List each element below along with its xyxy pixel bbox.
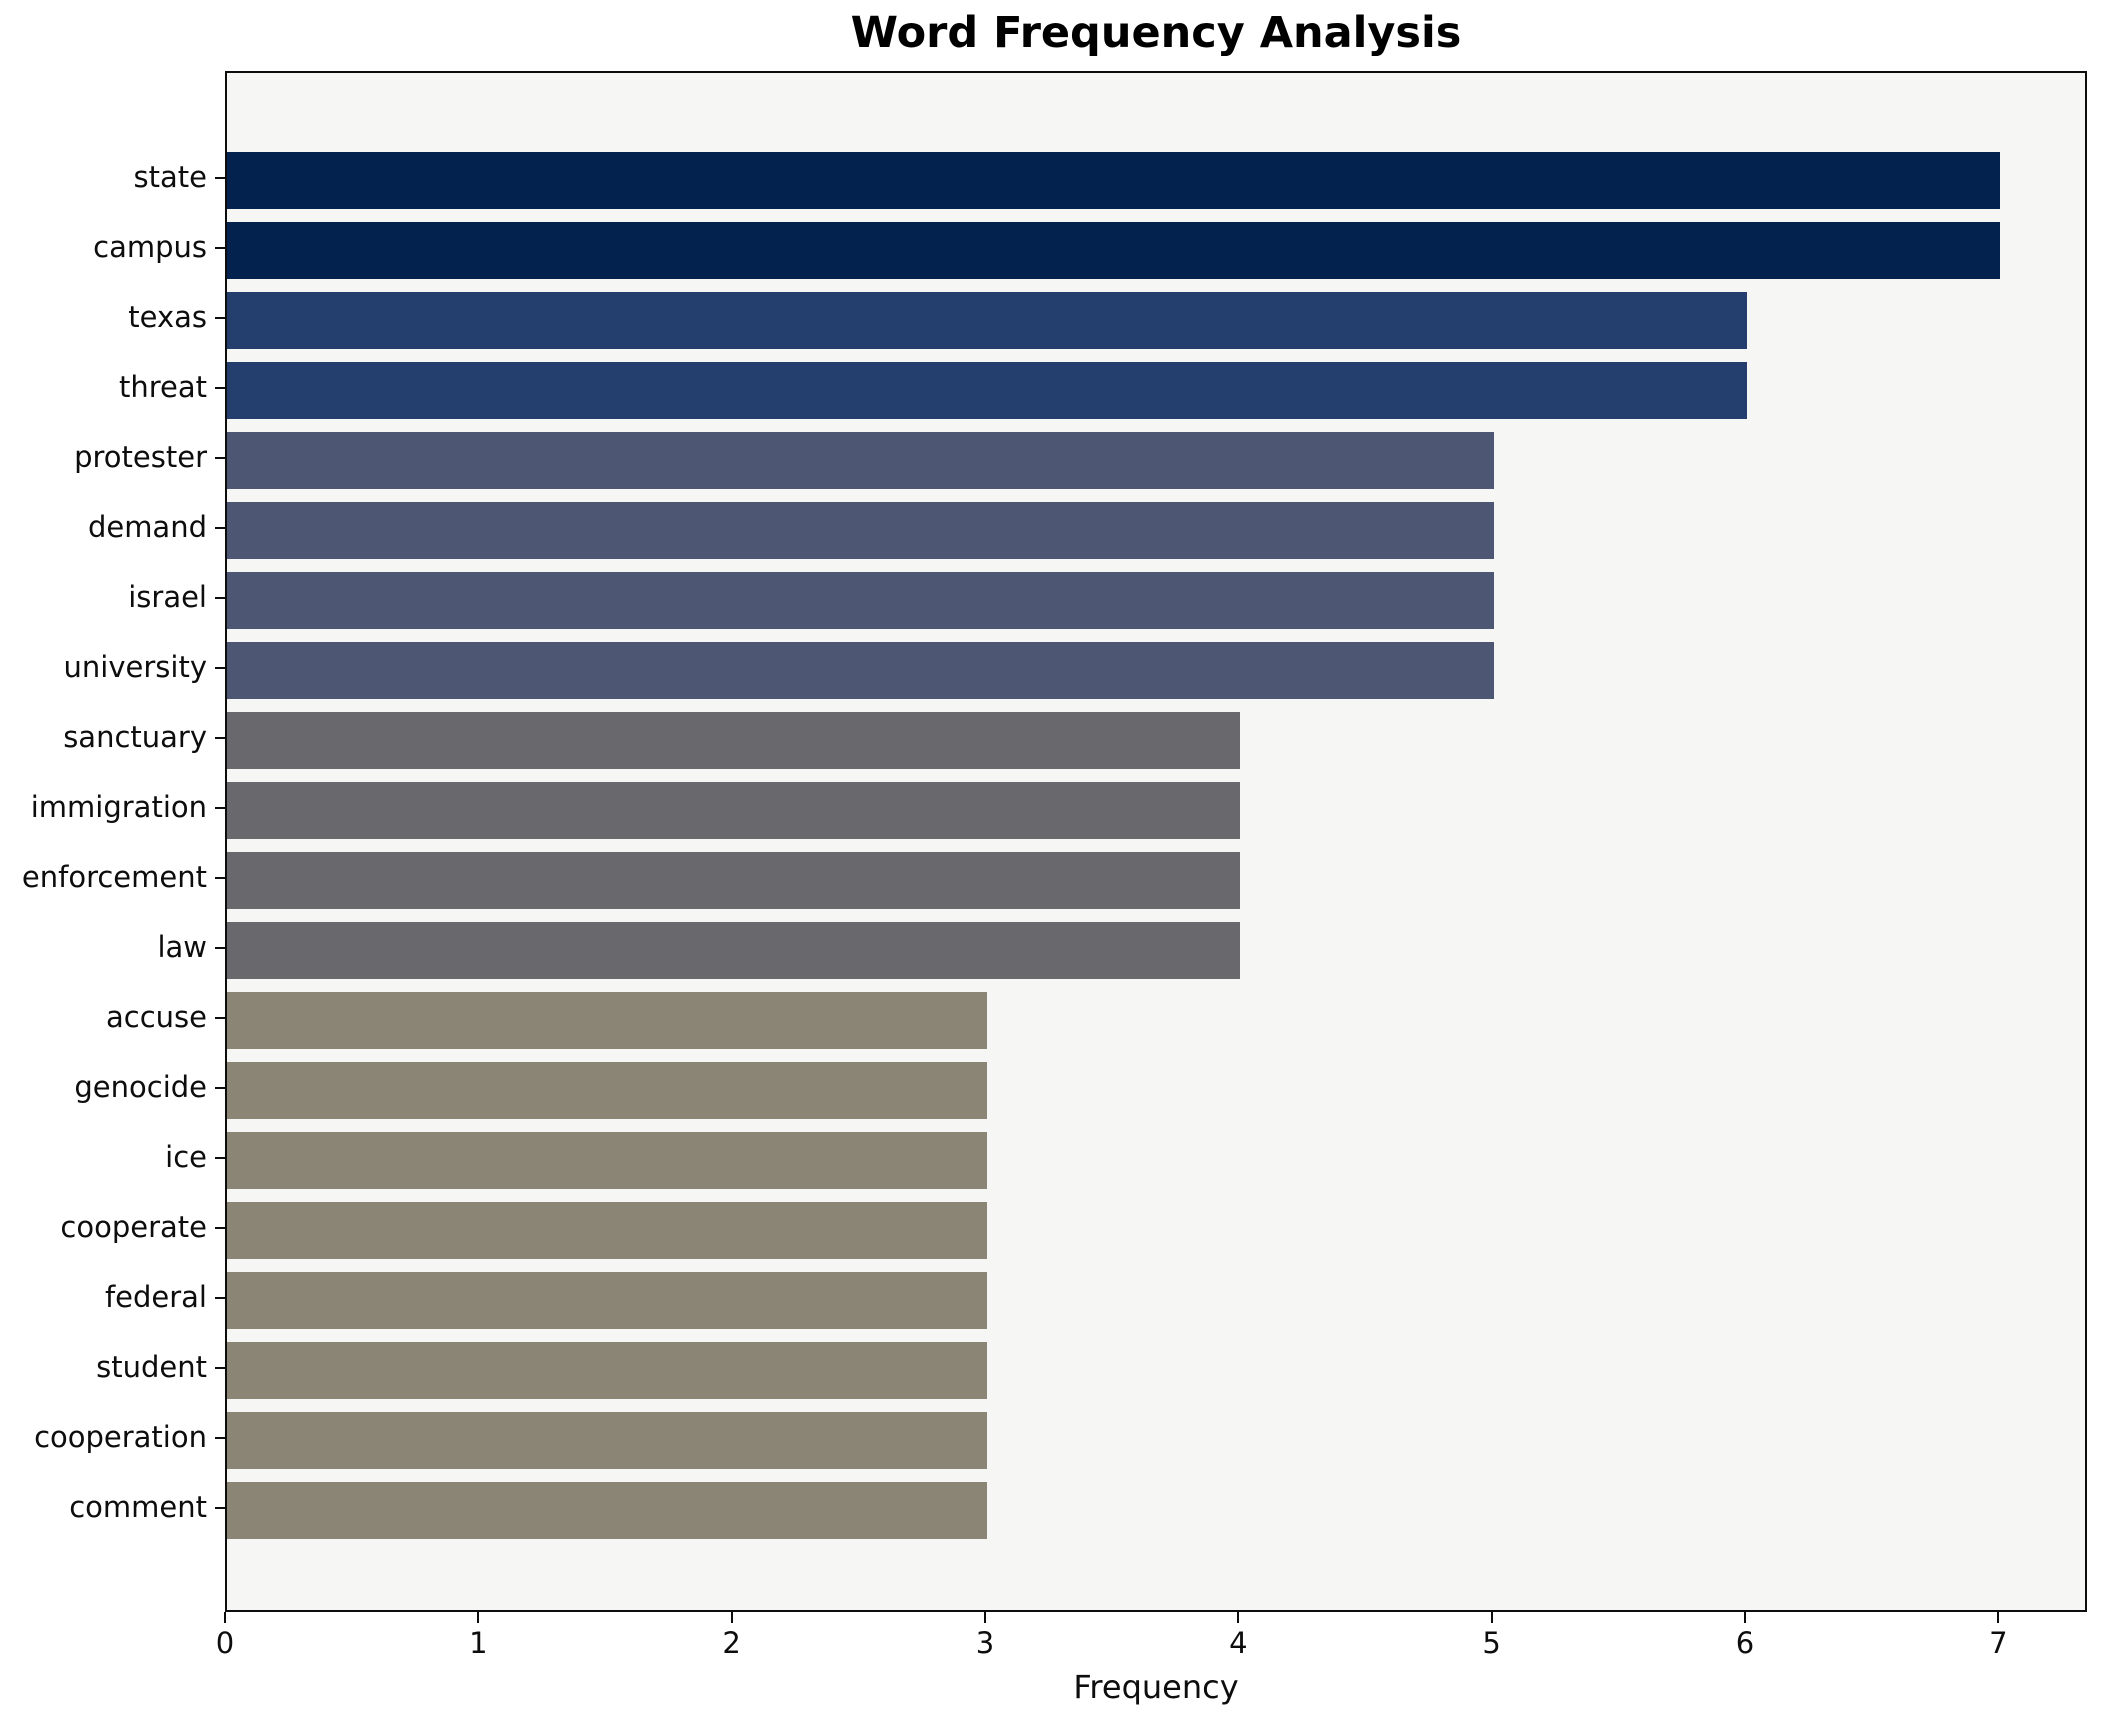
y-tick-label-law: law xyxy=(157,930,207,964)
bar-immigration xyxy=(227,781,1240,839)
y-tick-mark xyxy=(215,807,225,809)
y-tick-mark xyxy=(215,457,225,459)
x-tick-label-2: 2 xyxy=(722,1626,741,1660)
bar-israel xyxy=(227,571,1494,629)
y-tick-mark xyxy=(215,317,225,319)
x-tick-label-6: 6 xyxy=(1735,1626,1755,1660)
y-tick-label-immigration: immigration xyxy=(30,790,207,824)
y-tick-label-accuse: accuse xyxy=(106,1000,207,1034)
y-tick-mark xyxy=(215,1437,225,1439)
bar-genocide xyxy=(227,1061,987,1119)
bar-protester xyxy=(227,431,1494,489)
x-tick-mark xyxy=(1997,1612,2000,1623)
bar-demand xyxy=(227,501,1494,559)
bar-federal xyxy=(227,1271,987,1329)
bar-state xyxy=(227,151,2000,209)
x-tick-label-3: 3 xyxy=(975,1626,995,1660)
y-tick-label-federal: federal xyxy=(104,1280,207,1314)
bar-comment xyxy=(227,1481,987,1539)
bar-campus xyxy=(227,221,2000,279)
y-tick-label-sanctuary: sanctuary xyxy=(63,720,207,754)
y-tick-mark xyxy=(215,667,225,669)
x-axis-label: Frequency xyxy=(1073,1668,1239,1706)
x-tick-mark xyxy=(1237,1612,1240,1623)
x-tick-mark xyxy=(1744,1612,1746,1623)
x-tick-mark xyxy=(984,1612,986,1623)
x-tick-label-7: 7 xyxy=(1989,1626,2008,1660)
x-tick-label-4: 4 xyxy=(1229,1626,1248,1660)
x-tick-mark xyxy=(1490,1612,1493,1623)
y-tick-mark xyxy=(215,1367,225,1369)
bar-cooperation xyxy=(227,1411,987,1469)
y-tick-label-israel: israel xyxy=(128,580,207,614)
y-tick-mark xyxy=(215,1507,225,1509)
x-tick-mark xyxy=(730,1612,733,1623)
y-tick-label-genocide: genocide xyxy=(74,1070,207,1104)
y-tick-label-protester: protester xyxy=(74,440,207,474)
x-tick-label-1: 1 xyxy=(469,1626,488,1660)
chart-title: Word Frequency Analysis xyxy=(850,8,1462,58)
y-tick-mark xyxy=(215,597,225,599)
bar-threat xyxy=(227,361,1747,419)
y-tick-label-comment: comment xyxy=(69,1490,207,1524)
x-tick-label-0: 0 xyxy=(215,1626,235,1660)
y-tick-mark xyxy=(215,177,225,179)
y-tick-mark xyxy=(215,947,225,949)
bar-cooperate xyxy=(227,1201,987,1259)
y-tick-label-threat: threat xyxy=(118,370,207,404)
bar-student xyxy=(227,1341,987,1399)
y-tick-label-university: university xyxy=(63,650,207,684)
y-tick-label-student: student xyxy=(96,1350,207,1384)
bar-accuse xyxy=(227,991,987,1049)
y-tick-mark xyxy=(215,527,225,529)
y-tick-mark xyxy=(215,1157,225,1159)
y-tick-label-enforcement: enforcement xyxy=(21,860,207,894)
y-tick-mark xyxy=(215,1227,225,1229)
y-tick-label-demand: demand xyxy=(87,510,207,544)
y-tick-mark xyxy=(215,877,225,879)
y-tick-mark xyxy=(215,737,225,739)
plot-area xyxy=(225,71,2087,1612)
y-tick-mark xyxy=(215,1297,225,1299)
y-tick-mark xyxy=(215,387,225,389)
y-tick-label-texas: texas xyxy=(128,300,207,334)
y-tick-label-cooperate: cooperate xyxy=(60,1210,207,1244)
y-tick-mark xyxy=(215,1017,225,1019)
x-tick-label-5: 5 xyxy=(1482,1626,1501,1660)
y-tick-label-cooperation: cooperation xyxy=(34,1420,207,1454)
bar-law xyxy=(227,921,1240,979)
x-tick-mark xyxy=(224,1612,226,1623)
y-tick-mark xyxy=(215,247,225,249)
y-tick-label-ice: ice xyxy=(165,1140,207,1174)
y-tick-mark xyxy=(215,1087,225,1089)
bar-university xyxy=(227,641,1494,699)
bar-sanctuary xyxy=(227,711,1240,769)
bar-texas xyxy=(227,291,1747,349)
x-tick-mark xyxy=(477,1612,480,1623)
bar-ice xyxy=(227,1131,987,1189)
bar-enforcement xyxy=(227,851,1240,909)
y-tick-label-campus: campus xyxy=(93,230,207,264)
y-tick-label-state: state xyxy=(133,160,207,194)
